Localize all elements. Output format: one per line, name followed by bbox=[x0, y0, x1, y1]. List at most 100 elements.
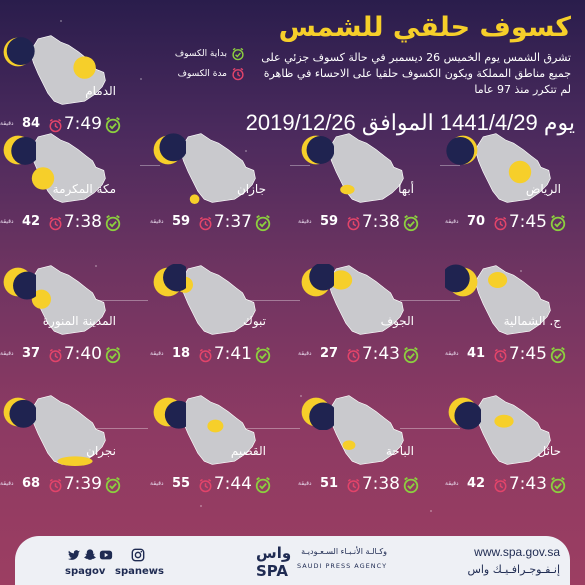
alarm-clock-icon bbox=[199, 348, 212, 363]
alarm-clock-icon bbox=[199, 216, 212, 231]
handle-spanews[interactable]: spanews bbox=[115, 566, 164, 577]
city-card: جازان 7:37 59 دقيقة bbox=[150, 128, 280, 238]
legend-start: بداية الكسوف bbox=[155, 44, 245, 64]
alarm-clock-check-icon bbox=[105, 347, 121, 364]
sparkle bbox=[300, 395, 302, 397]
alarm-clock-check-icon bbox=[105, 117, 121, 134]
alarm-clock-check-icon bbox=[255, 477, 271, 494]
alarm-clock-check-icon bbox=[550, 477, 566, 494]
duration-value: 51 bbox=[320, 476, 339, 491]
agency-name-arabic: وكـالـة الأنـبـاء السـعـوديـة bbox=[301, 547, 387, 556]
start-time: 7:45 bbox=[508, 344, 547, 364]
twitter-icon[interactable] bbox=[67, 548, 81, 562]
start-time: 7:38 bbox=[361, 474, 400, 494]
saudi-map bbox=[327, 133, 404, 203]
handle-spagov[interactable]: spagov bbox=[65, 566, 106, 577]
city-card: الدمام 7:49 84 دقيقة bbox=[0, 30, 130, 140]
instagram-icon[interactable] bbox=[131, 548, 145, 562]
city-name: الرياض bbox=[525, 182, 561, 196]
agency-name-english: SAUDI PRESS AGENCY bbox=[297, 562, 388, 570]
sparkle bbox=[430, 510, 432, 512]
alarm-clock-icon bbox=[347, 478, 360, 493]
region-highlight bbox=[342, 440, 356, 450]
alarm-clock-icon bbox=[494, 348, 507, 363]
footer: spagov spanews واس SPA وكـالـة الأنـبـاء… bbox=[15, 536, 570, 585]
svg-text:SPA: SPA bbox=[256, 562, 288, 579]
start-time: 7:45 bbox=[508, 212, 547, 232]
eclipse-sun-icon bbox=[446, 135, 478, 165]
eclipse-sun-icon bbox=[153, 264, 186, 297]
time-row: 7:49 84 دقيقة bbox=[0, 114, 130, 138]
youtube-icon[interactable] bbox=[99, 548, 113, 562]
duration-value: 41 bbox=[467, 346, 486, 361]
start-time: 7:43 bbox=[361, 344, 400, 364]
time-row: 7:37 59 دقيقة bbox=[150, 212, 280, 236]
city-name: جازان bbox=[236, 182, 266, 196]
city-name: الباحة bbox=[385, 444, 414, 458]
connector-line bbox=[140, 165, 160, 166]
duration-value: 55 bbox=[172, 476, 191, 491]
saudi-map bbox=[29, 395, 106, 466]
duration-unit: دقيقة bbox=[298, 350, 312, 357]
saudi-map bbox=[29, 265, 106, 335]
duration-unit: دقيقة bbox=[298, 218, 312, 225]
start-time: 7:39 bbox=[63, 474, 102, 494]
city-card: حائل 7:43 42 دقيقة bbox=[445, 390, 575, 500]
start-time: 7:37 bbox=[213, 212, 252, 232]
start-time: 7:49 bbox=[63, 114, 102, 134]
duration-unit: دقيقة bbox=[0, 350, 14, 357]
city-card: أبها 7:38 59 دقيقة bbox=[298, 128, 428, 238]
duration-unit: دقيقة bbox=[0, 480, 14, 487]
region-highlight bbox=[73, 56, 96, 79]
city-name: الدمام bbox=[85, 84, 116, 98]
snapchat-icon[interactable] bbox=[83, 548, 97, 562]
connector-line bbox=[240, 428, 300, 429]
infographic-tagline: إنـفـوجـرافـيـك واس bbox=[467, 563, 560, 576]
city-name: نجران bbox=[86, 444, 116, 458]
start-time: 7:44 bbox=[213, 474, 252, 494]
saudi-map bbox=[327, 265, 404, 335]
start-time: 7:43 bbox=[508, 474, 547, 494]
eclipse-sun-icon bbox=[3, 135, 36, 165]
saudi-map bbox=[29, 133, 106, 203]
city-name: أبها bbox=[398, 182, 414, 196]
alarm-clock-check-icon bbox=[105, 477, 121, 494]
sparkle bbox=[140, 78, 142, 80]
eclipse-sun-icon bbox=[3, 37, 35, 67]
region-highlight bbox=[508, 160, 532, 184]
duration-unit: دقيقة bbox=[150, 218, 164, 225]
saudi-map bbox=[179, 395, 256, 465]
saudi-map bbox=[474, 133, 551, 203]
region-highlight bbox=[340, 184, 355, 195]
eclipse-sun-icon bbox=[3, 267, 36, 300]
start-time: 7:38 bbox=[63, 212, 102, 232]
time-row: 7:43 42 دقيقة bbox=[445, 474, 575, 498]
alarm-clock-icon bbox=[49, 118, 62, 133]
connector-line bbox=[88, 428, 148, 429]
legend: بداية الكسوف مدة الكسوف bbox=[155, 44, 245, 84]
duration-unit: دقيقة bbox=[150, 350, 164, 357]
duration-value: 70 bbox=[467, 214, 486, 229]
time-row: 7:41 18 دقيقة bbox=[150, 344, 280, 368]
duration-value: 42 bbox=[22, 214, 41, 229]
connector-line bbox=[290, 165, 310, 166]
connector-line bbox=[440, 165, 460, 166]
duration-unit: دقيقة bbox=[0, 218, 14, 225]
city-card: ج. الشمالية 7:45 41 دقيقة bbox=[445, 260, 575, 370]
region-highlight bbox=[31, 167, 55, 190]
duration-value: 18 bbox=[172, 346, 191, 361]
duration-unit: دقيقة bbox=[445, 350, 459, 357]
region-highlight bbox=[31, 289, 51, 309]
sparkle bbox=[520, 270, 522, 272]
region-highlight bbox=[329, 270, 353, 290]
connector-line bbox=[88, 300, 148, 301]
website-link[interactable]: www.spa.gov.sa bbox=[474, 545, 560, 559]
eclipse-sun-icon bbox=[445, 264, 478, 297]
legend-start-label: بداية الكسوف bbox=[174, 49, 227, 59]
saudi-map bbox=[474, 395, 551, 465]
eclipse-sun-icon bbox=[153, 397, 186, 429]
description: تشرق الشمس يوم الخميس 26 ديسمبر في حالة … bbox=[261, 51, 571, 96]
city-name: الجوف bbox=[380, 314, 414, 328]
time-row: 7:44 55 دقيقة bbox=[150, 474, 280, 498]
region-highlight bbox=[494, 414, 514, 428]
